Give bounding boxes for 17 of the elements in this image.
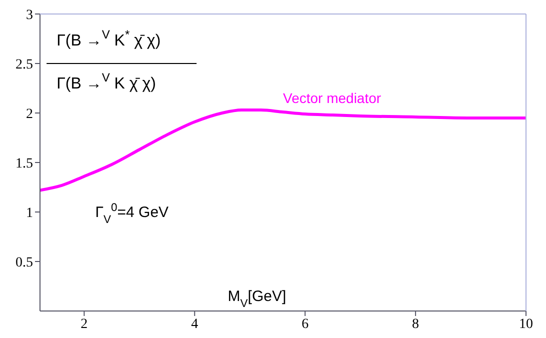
- y-tick-label: 0.5: [16, 255, 33, 270]
- y-tick-label: 3: [26, 8, 33, 23]
- x-tick-label: 6: [302, 316, 309, 332]
- y-tick-label: 1: [26, 206, 33, 221]
- x-tick-label: 10: [519, 316, 533, 332]
- annotation: Γ(B →$^{V}$ K χ̄ χ): [56, 70, 156, 92]
- y-tick-label: 2.5: [16, 57, 33, 72]
- y-tick-label: 1.5: [16, 156, 33, 172]
- annotation: Γ(B →$^{V}$ K$^{*}$ χ̄ χ): [56, 28, 161, 50]
- annotation: Γ$_{V}$$^{0}$=4 GeV: [95, 202, 169, 226]
- y-tick-label: 2: [26, 106, 33, 122]
- line-series: [40, 108, 526, 192]
- x-tick-label: 8: [412, 316, 420, 332]
- x-tick-label: 2: [80, 316, 88, 332]
- x-axis-title: M$_{V}$[GeV]: [228, 288, 286, 310]
- x-tick-label: 4: [191, 316, 198, 332]
- series-label: Vector mediator: [283, 90, 382, 106]
